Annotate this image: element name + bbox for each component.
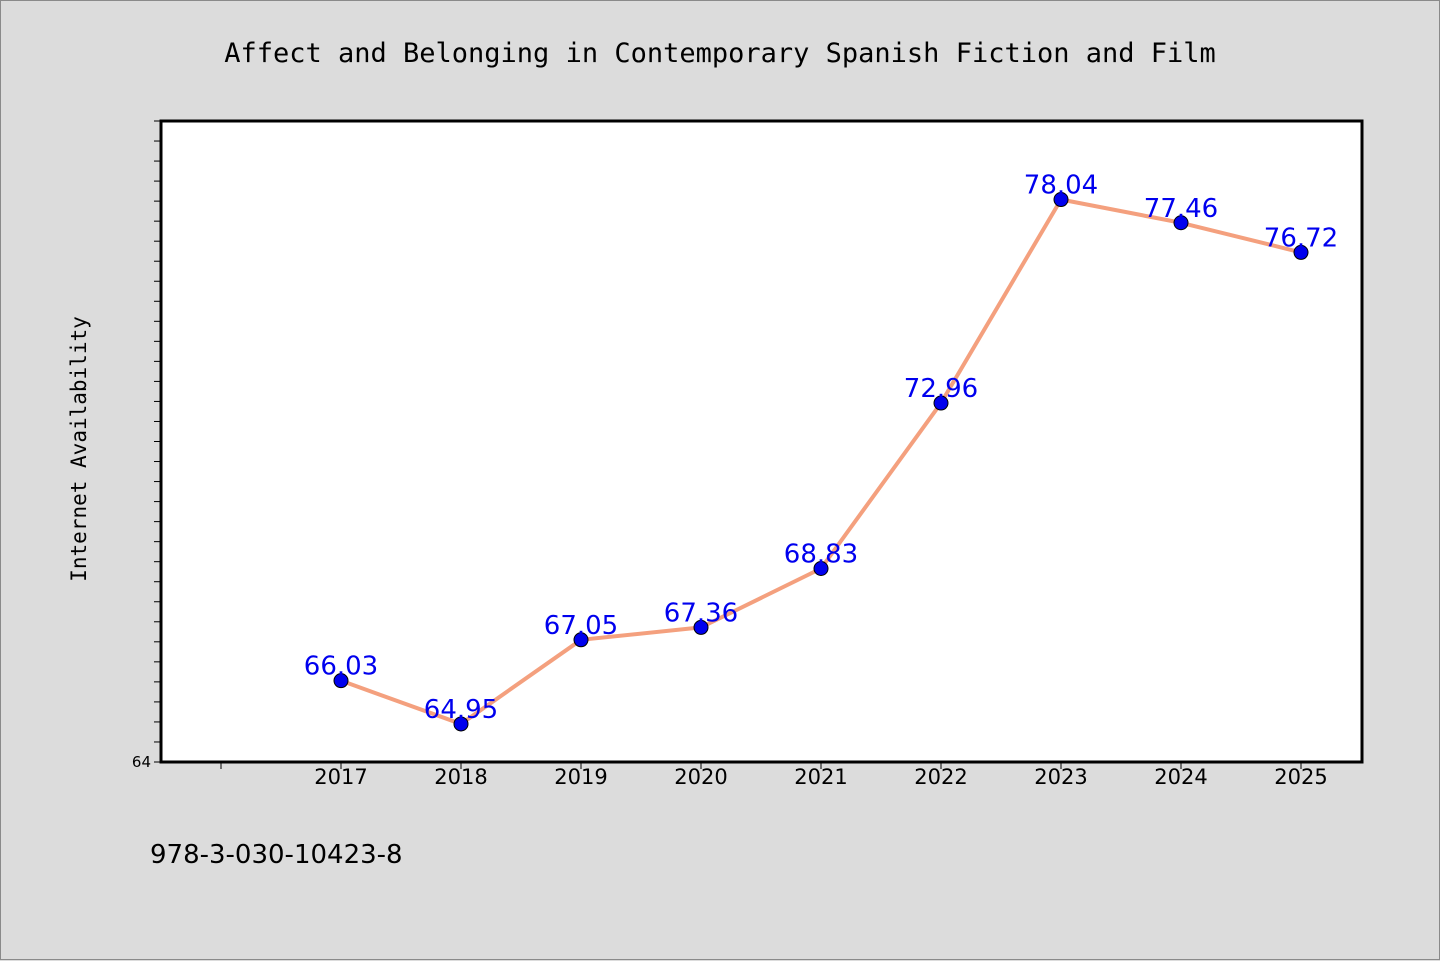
data-label: 66.03 (304, 652, 378, 682)
data-label: 67.05 (544, 611, 618, 641)
x-tick-label: 2018 (434, 765, 487, 789)
plot-area (159, 119, 1364, 764)
data-point (1053, 192, 1069, 208)
data-point (453, 716, 469, 732)
data-point (573, 632, 589, 648)
data-point (813, 560, 829, 576)
data-label: 77.46 (1144, 194, 1218, 224)
x-tick-label: 2022 (914, 765, 967, 789)
x-tick-label: 2025 (1274, 765, 1327, 789)
x-tick-label: 2024 (1154, 765, 1207, 789)
data-label: 72.96 (904, 374, 978, 404)
y-axis-ticks: 64 (132, 120, 161, 771)
x-tick-label: 2023 (1034, 765, 1087, 789)
data-points (333, 192, 1309, 732)
x-tick-label: 2017 (314, 765, 367, 789)
data-label: 68.83 (784, 539, 858, 569)
isbn-caption: 978-3-030-10423-8 (150, 840, 403, 870)
data-label: 76.72 (1264, 223, 1338, 253)
data-labels: 66.03 64.95 67.05 67.36 68.83 72.96 78.04 77.46… (304, 171, 1338, 725)
data-label: 64.95 (424, 695, 498, 725)
data-point (1293, 244, 1309, 260)
y-axis-label: Internet Availability (67, 316, 91, 582)
data-point (693, 619, 709, 635)
y-tick-label: 64 (132, 753, 151, 771)
data-label: 67.36 (664, 598, 738, 628)
chart-title: Affect and Belonging in Contemporary Spa… (224, 38, 1216, 69)
data-point (933, 395, 949, 411)
x-tick-label: 2021 (794, 765, 847, 789)
x-tick-label: 2020 (674, 765, 727, 789)
data-point (333, 673, 349, 689)
data-label: 78.04 (1024, 171, 1098, 201)
x-tick-label: 2019 (554, 765, 607, 789)
data-point (1173, 215, 1189, 231)
x-axis-ticks: 2017 2018 2019 2020 2021 2022 2023 2024 2025 (220, 762, 1328, 789)
